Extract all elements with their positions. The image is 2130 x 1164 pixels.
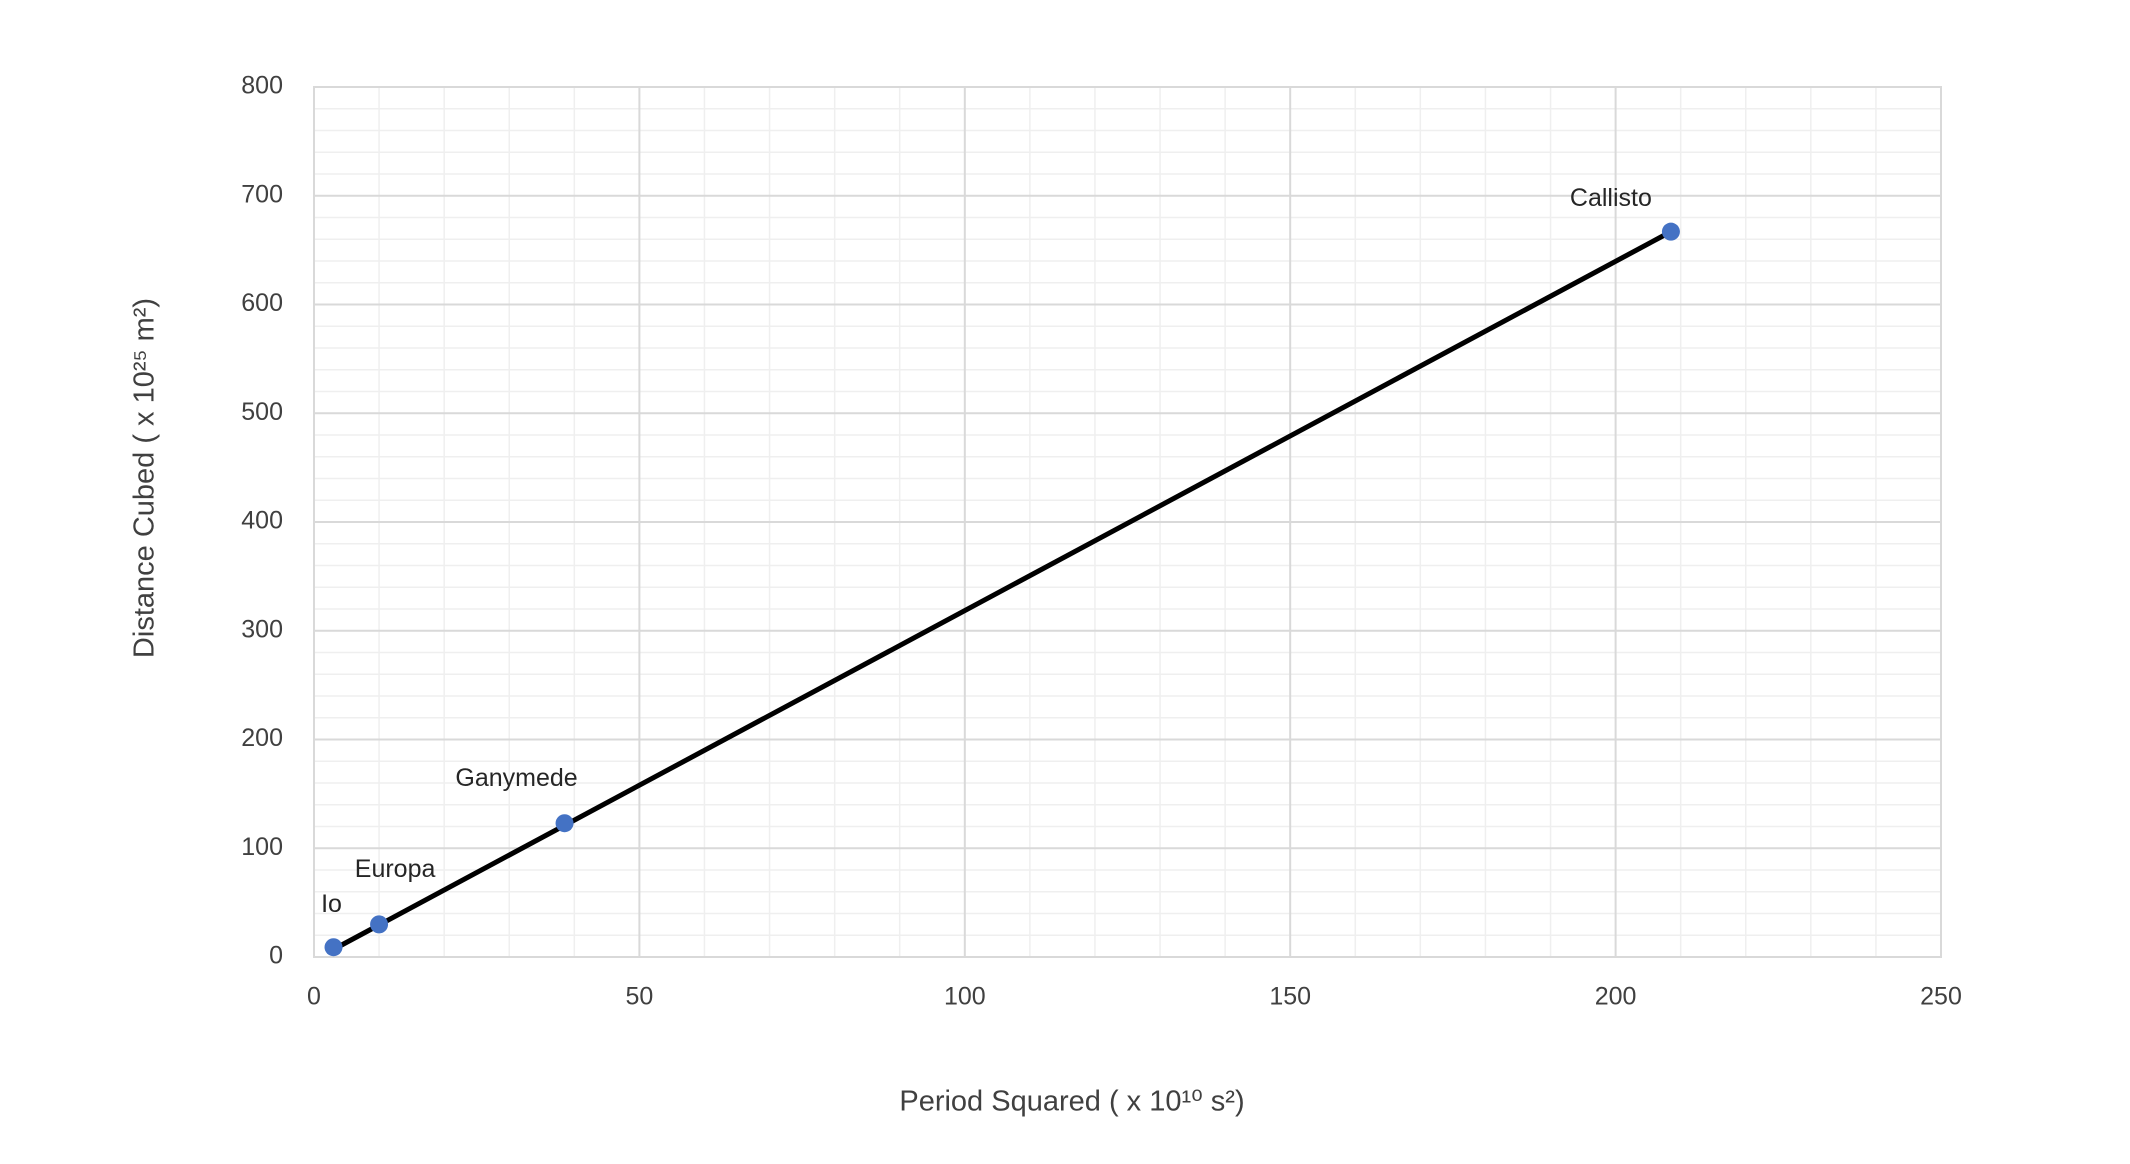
data-label: Europa: [355, 855, 436, 883]
y-tick-label: 200: [241, 724, 283, 752]
x-tick-label: 0: [307, 983, 321, 1011]
plot-border: [313, 86, 1942, 958]
y-tick-label: 500: [241, 398, 283, 426]
y-axis-title: Distance Cubed ( x 10²⁵ m²): [129, 298, 161, 658]
data-label: Io: [321, 890, 342, 918]
y-tick-label: 100: [241, 833, 283, 861]
y-tick-label: 0: [269, 942, 283, 970]
y-tick-label: 800: [241, 72, 283, 100]
x-tick-label: 50: [625, 983, 653, 1011]
y-tick-label: 700: [241, 180, 283, 208]
data-point: [1661, 222, 1680, 241]
data-label: Callisto: [1570, 184, 1652, 212]
y-tick-label: 300: [241, 615, 283, 643]
x-tick-label: 200: [1595, 983, 1637, 1011]
x-tick-label: 250: [1920, 983, 1962, 1011]
data-point: [555, 814, 574, 833]
data-label: Ganymede: [455, 764, 577, 792]
trendline: [332, 229, 1673, 952]
x-tick-label: 100: [944, 983, 986, 1011]
x-tick-label: 150: [1269, 983, 1311, 1011]
data-point: [324, 938, 343, 957]
y-tick-label: 600: [241, 289, 283, 317]
y-tick-label: 400: [241, 507, 283, 535]
data-point: [370, 915, 389, 934]
x-axis-title: Period Squared ( x 10¹⁰ s²): [899, 1086, 1244, 1118]
